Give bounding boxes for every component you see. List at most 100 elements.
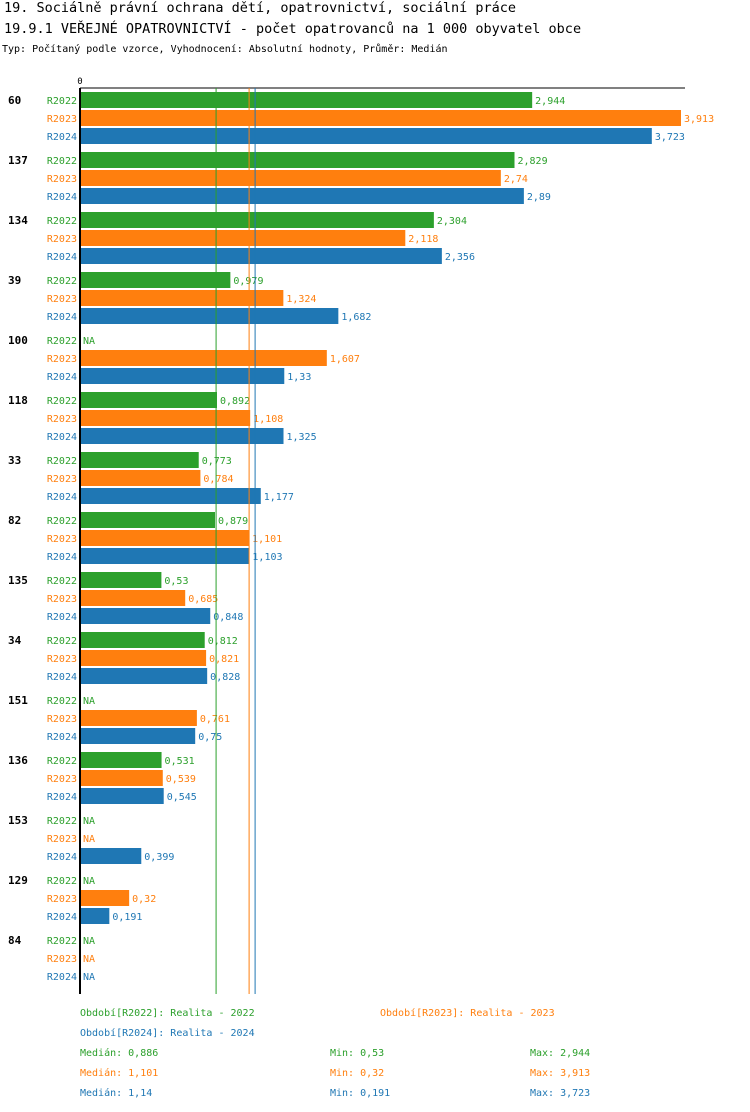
bar-33-r2024	[80, 488, 261, 504]
legend-entry-r2024: Období[R2024]: Realita - 2024	[80, 1028, 255, 1039]
legend-entry-r2022: Období[R2022]: Realita - 2022	[80, 1008, 255, 1019]
value-label-34-r2023: 0,821	[209, 654, 239, 665]
series-label-r2022: R2022	[47, 816, 77, 827]
series-label-r2023: R2023	[47, 774, 77, 785]
category-label-135: 135	[8, 574, 28, 587]
series-label-r2023: R2023	[47, 234, 77, 245]
value-label-129-r2022: NA	[83, 876, 95, 887]
category-label-34: 34	[8, 634, 22, 647]
legend-entry-r2023: Období[R2023]: Realita - 2023	[380, 1008, 555, 1019]
series-label-r2022: R2022	[47, 696, 77, 707]
stat-median-r2023: Medián: 1,101	[80, 1068, 159, 1079]
value-label-135-r2023: 0,685	[188, 594, 218, 605]
series-label-r2023: R2023	[47, 894, 77, 905]
bar-82-r2023	[80, 530, 250, 546]
bar-60-r2022	[80, 92, 533, 108]
value-label-129-r2024: 0,191	[112, 912, 142, 923]
value-label-137-r2024: 2,89	[527, 192, 551, 203]
bar-33-r2023	[80, 470, 201, 486]
bar-135-r2023	[80, 590, 186, 606]
value-label-151-r2022: NA	[83, 696, 95, 707]
bar-135-r2024	[80, 608, 211, 624]
series-label-r2024: R2024	[47, 192, 77, 203]
bar-34-r2022	[80, 632, 205, 648]
series-label-r2023: R2023	[47, 534, 77, 545]
stat-min-r2024: Min: 0,191	[330, 1088, 391, 1099]
category-label-118: 118	[8, 394, 28, 407]
bar-82-r2024	[80, 548, 250, 564]
value-label-136-r2022: 0,531	[165, 756, 195, 767]
bar-100-r2023	[80, 350, 327, 366]
bar-136-r2024	[80, 788, 164, 804]
series-label-r2023: R2023	[47, 474, 77, 485]
stat-max-r2022: Max: 2,944	[530, 1048, 591, 1059]
value-label-151-r2023: 0,761	[200, 714, 230, 725]
bar-153-r2024	[80, 848, 142, 864]
category-label-60: 60	[8, 94, 21, 107]
value-label-60-r2023: 3,913	[684, 114, 714, 125]
bar-100-r2024	[80, 368, 285, 384]
bar-39-r2022	[80, 272, 231, 288]
value-label-84-r2022: NA	[83, 936, 95, 947]
bar-34-r2024	[80, 668, 208, 684]
series-label-r2022: R2022	[47, 336, 77, 347]
series-label-r2022: R2022	[47, 396, 77, 407]
bar-39-r2023	[80, 290, 284, 306]
series-label-r2024: R2024	[47, 252, 77, 263]
series-label-r2024: R2024	[47, 912, 77, 923]
series-label-r2023: R2023	[47, 834, 77, 845]
stat-min-r2023: Min: 0,32	[330, 1068, 385, 1079]
category-label-134: 134	[8, 214, 28, 227]
bar-129-r2024	[80, 908, 110, 924]
value-label-153-r2024: 0,399	[144, 852, 174, 863]
category-label-153: 153	[8, 814, 28, 827]
value-label-134-r2022: 2,304	[437, 216, 467, 227]
value-label-153-r2023: NA	[83, 834, 95, 845]
value-label-100-r2022: NA	[83, 336, 95, 347]
value-label-100-r2024: 1,33	[287, 372, 311, 383]
series-label-r2022: R2022	[47, 456, 77, 467]
bar-39-r2024	[80, 308, 339, 324]
series-label-r2023: R2023	[47, 114, 77, 125]
bar-134-r2023	[80, 230, 406, 246]
series-label-r2024: R2024	[47, 492, 77, 503]
value-label-60-r2024: 3,723	[655, 132, 685, 143]
value-label-39-r2023: 1,324	[286, 294, 316, 305]
value-label-134-r2023: 2,118	[408, 234, 438, 245]
series-label-r2022: R2022	[47, 516, 77, 527]
series-label-r2024: R2024	[47, 132, 77, 143]
series-label-r2022: R2022	[47, 156, 77, 167]
series-label-r2022: R2022	[47, 216, 77, 227]
series-label-r2024: R2024	[47, 372, 77, 383]
value-label-118-r2024: 1,325	[287, 432, 317, 443]
x-axis-zero-label: 0	[77, 77, 82, 87]
stat-max-r2023: Max: 3,913	[530, 1068, 591, 1079]
bar-137-r2023	[80, 170, 501, 186]
series-label-r2022: R2022	[47, 276, 77, 287]
series-label-r2024: R2024	[47, 792, 77, 803]
bar-118-r2022	[80, 392, 218, 408]
series-label-r2024: R2024	[47, 552, 77, 563]
chart-title: 19. Sociálně právní ochrana dětí, opatro…	[4, 0, 517, 16]
value-label-60-r2022: 2,944	[535, 96, 565, 107]
bar-137-r2022	[80, 152, 515, 168]
series-label-r2022: R2022	[47, 756, 77, 767]
value-label-153-r2022: NA	[83, 816, 95, 827]
value-label-34-r2022: 0,812	[208, 636, 238, 647]
value-label-84-r2024: NA	[83, 972, 95, 983]
series-label-r2024: R2024	[47, 672, 77, 683]
value-label-33-r2023: 0,784	[203, 474, 233, 485]
chart-note: Typ: Počítaný podle vzorce, Vyhodnocení:…	[2, 44, 448, 55]
value-label-129-r2023: 0,32	[132, 894, 156, 905]
bar-136-r2022	[80, 752, 162, 768]
series-label-r2022: R2022	[47, 576, 77, 587]
bar-135-r2022	[80, 572, 162, 588]
series-label-r2024: R2024	[47, 852, 77, 863]
bar-33-r2022	[80, 452, 199, 468]
bar-34-r2023	[80, 650, 207, 666]
value-label-118-r2023: 1,108	[253, 414, 283, 425]
series-label-r2023: R2023	[47, 294, 77, 305]
value-label-34-r2024: 0,828	[210, 672, 240, 683]
bar-chart: 0 60 R2022 2,944 R2023 3,913 R2024 3,723 137 R202…	[8, 77, 714, 994]
bar-118-r2023	[80, 410, 251, 426]
